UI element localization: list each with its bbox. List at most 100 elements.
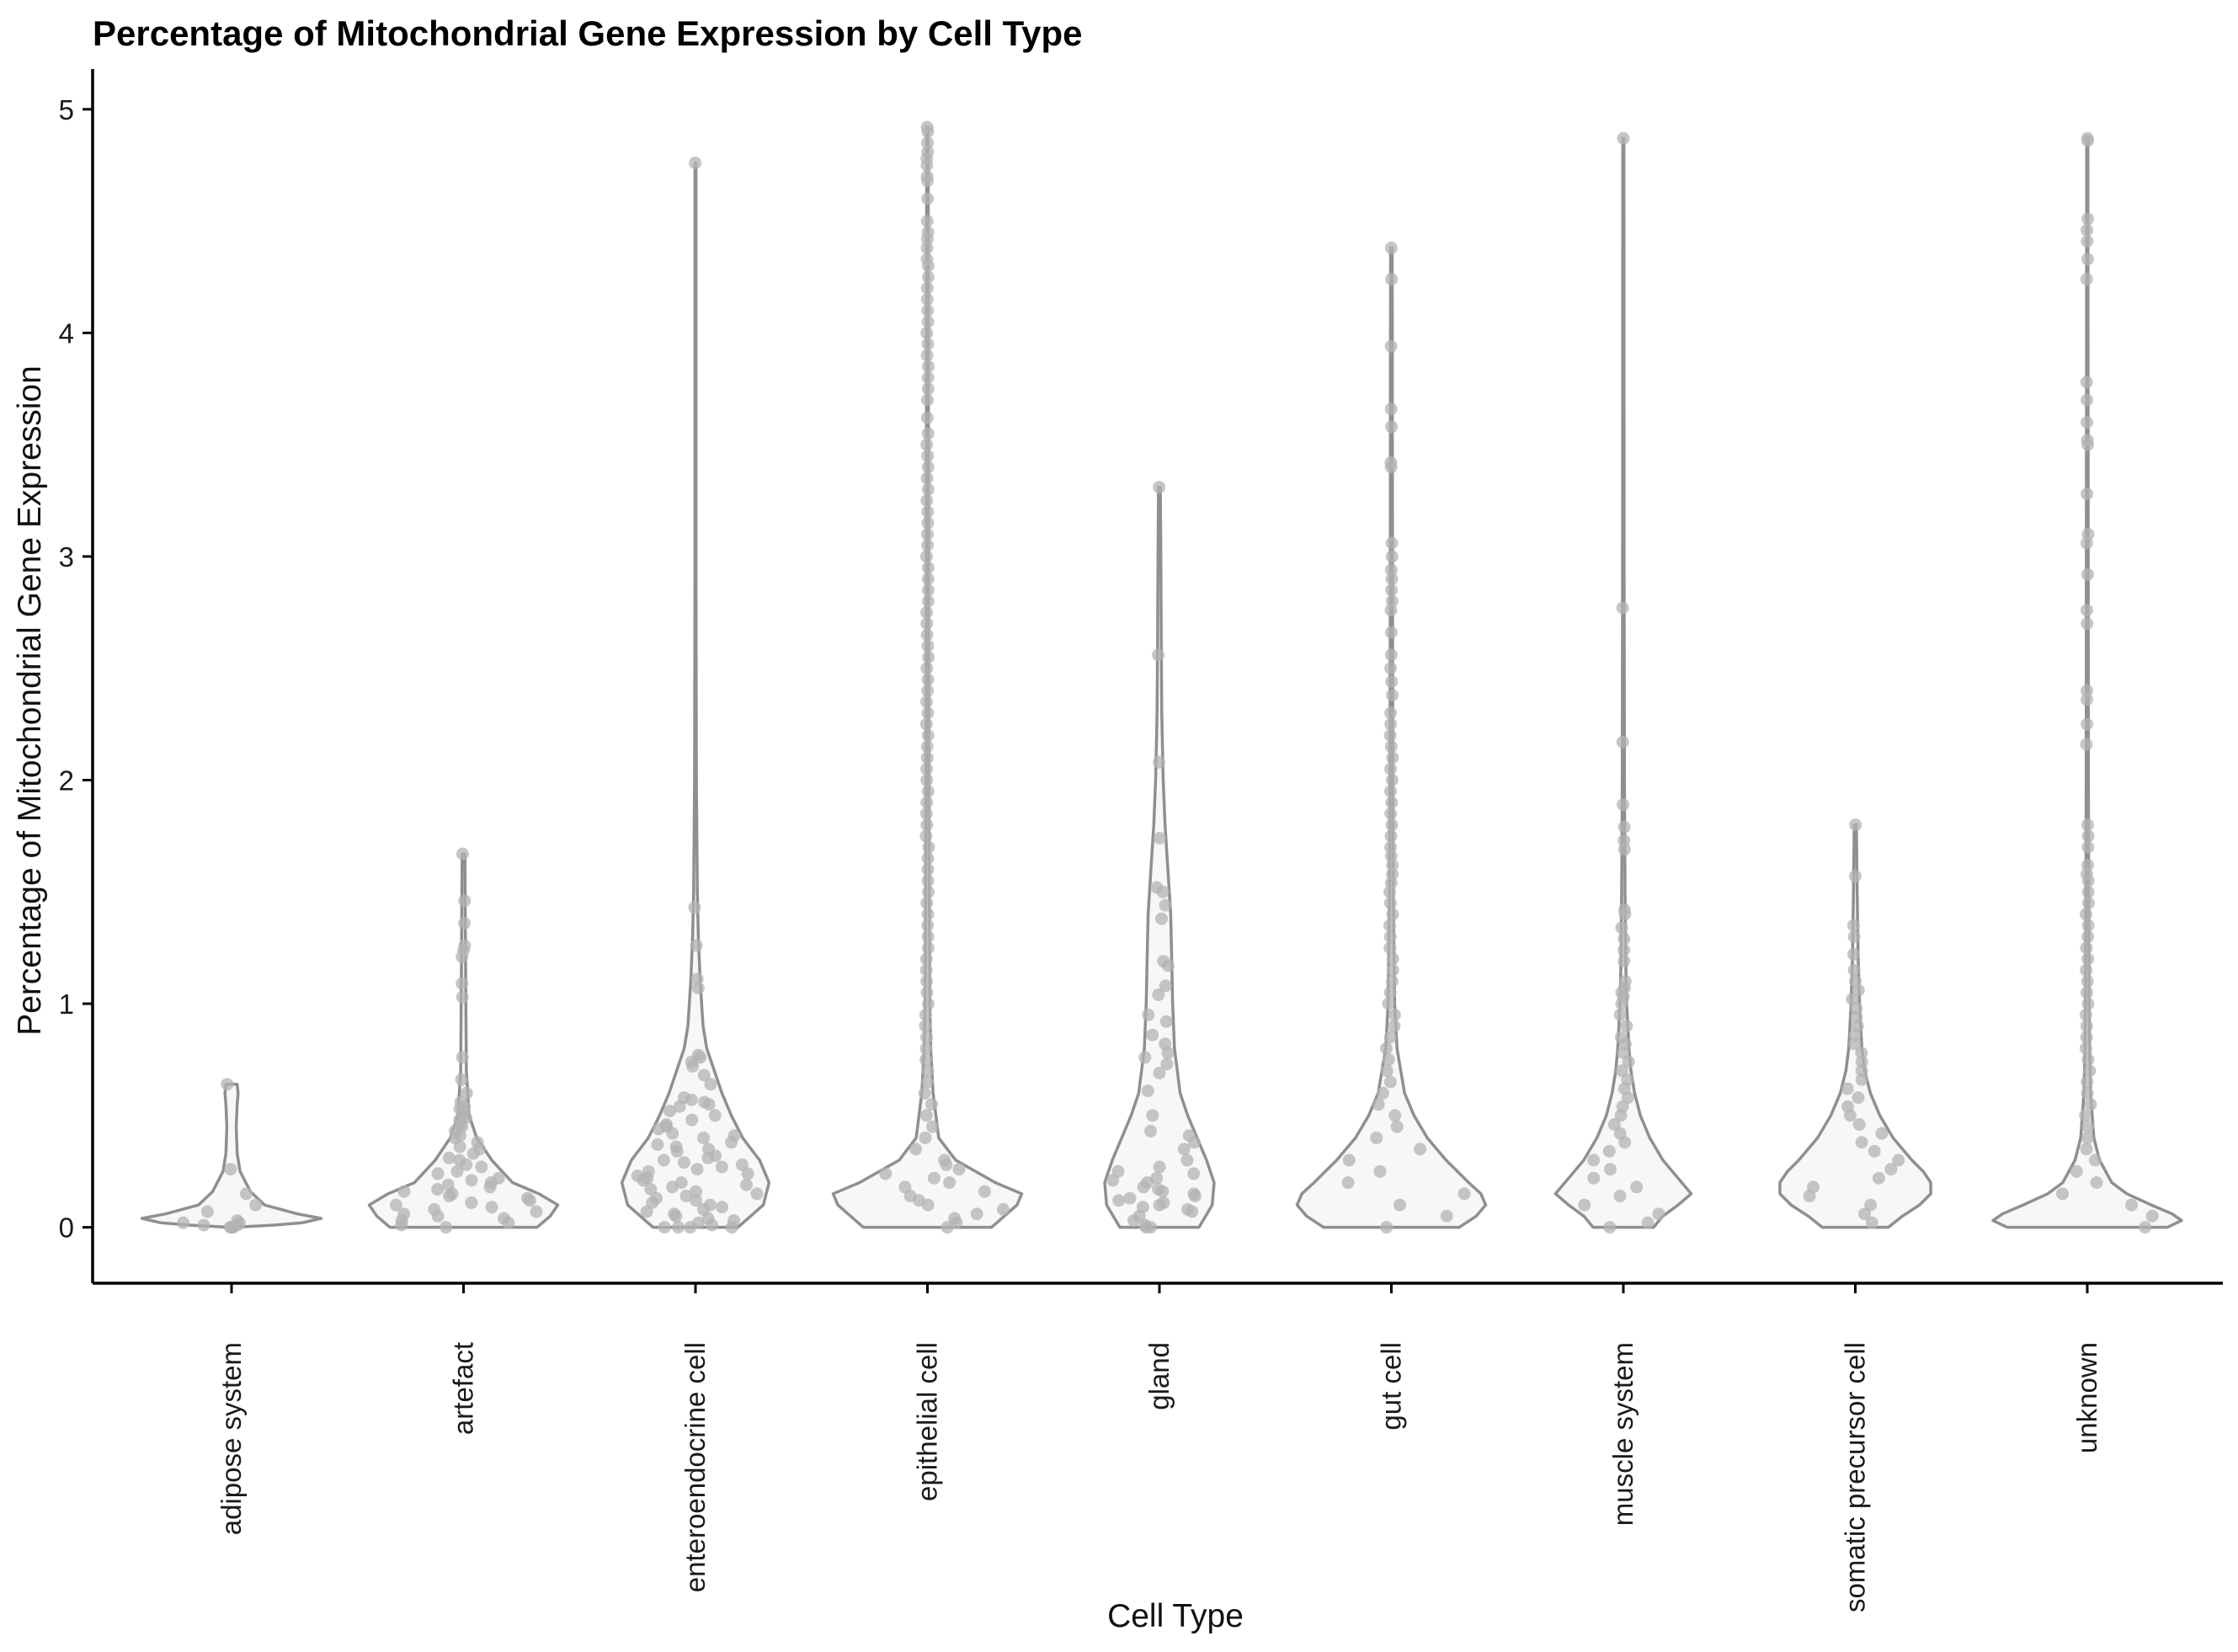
- violin-group: [1778, 818, 1932, 1229]
- data-point: [485, 1201, 498, 1214]
- data-point: [1141, 1084, 1154, 1098]
- data-point: [637, 1174, 650, 1187]
- data-point: [921, 461, 935, 474]
- data-point: [1848, 1037, 1862, 1051]
- data-point: [2081, 604, 2093, 617]
- data-point: [389, 1198, 402, 1212]
- data-point: [1156, 1185, 1170, 1198]
- data-point: [1383, 1075, 1397, 1089]
- data-point: [1153, 1066, 1166, 1079]
- data-point: [657, 1154, 670, 1167]
- data-point: [2081, 829, 2095, 843]
- data-point: [1617, 843, 1631, 856]
- data-point: [920, 740, 934, 754]
- chart-title: Percentage of Mitochondrial Gene Express…: [93, 13, 1083, 53]
- data-point: [920, 411, 934, 424]
- data-point: [2081, 986, 2093, 999]
- data-point: [2081, 975, 2094, 988]
- data-point: [926, 1120, 939, 1133]
- data-point: [2090, 1176, 2103, 1189]
- data-point: [1159, 1015, 1173, 1028]
- data-point: [177, 1216, 190, 1229]
- data-point: [2139, 1221, 2152, 1234]
- data-point: [1393, 1198, 1406, 1212]
- y-tick-label: 5: [59, 94, 74, 125]
- data-point: [1602, 1144, 1616, 1158]
- data-point: [1384, 662, 1398, 675]
- data-point: [1384, 563, 1398, 577]
- x-tick-label: somatic precursor cell: [1840, 1342, 1871, 1612]
- data-point: [920, 796, 934, 809]
- data-point: [456, 847, 469, 861]
- data-point: [475, 1160, 488, 1174]
- violin-group: [140, 1078, 323, 1234]
- violin-group: [1991, 131, 2183, 1234]
- data-point: [1123, 1191, 1137, 1205]
- y-tick-label: 3: [59, 541, 74, 573]
- data-point: [2145, 1209, 2159, 1223]
- violin-group: [831, 120, 1024, 1234]
- data-point: [2084, 1098, 2097, 1111]
- data-point: [225, 1221, 238, 1234]
- y-tick-label: 2: [59, 765, 74, 796]
- violin-shape: [140, 1082, 323, 1229]
- data-point: [952, 1163, 966, 1176]
- data-point: [673, 1100, 686, 1113]
- data-point: [704, 1078, 717, 1091]
- data-point: [2081, 874, 2095, 887]
- data-point: [921, 785, 935, 798]
- data-point: [666, 1180, 679, 1194]
- data-point: [919, 1109, 933, 1122]
- data-point: [2081, 568, 2094, 581]
- data-point: [921, 505, 935, 519]
- data-point: [1617, 820, 1631, 834]
- data-point: [940, 1221, 954, 1234]
- y-axis-title: Percentage of Mitochondrial Gene Express…: [12, 365, 48, 1036]
- data-point: [1384, 807, 1398, 820]
- data-point: [2081, 393, 2093, 407]
- data-point: [919, 963, 933, 977]
- data-point: [691, 982, 705, 994]
- data-point: [1155, 912, 1168, 925]
- data-point: [921, 594, 935, 608]
- data-point: [920, 986, 934, 999]
- data-point: [1864, 1198, 1878, 1212]
- data-point: [921, 125, 935, 138]
- data-point: [1160, 1058, 1174, 1071]
- data-point: [1622, 1055, 1635, 1068]
- data-point: [2081, 997, 2095, 1010]
- data-point: [2079, 1109, 2092, 1122]
- data-point: [1373, 1164, 1387, 1178]
- data-point: [690, 939, 703, 952]
- data-point: [920, 975, 934, 988]
- data-point: [1385, 573, 1399, 585]
- data-point: [442, 1151, 456, 1164]
- data-point: [690, 1185, 702, 1198]
- data-point: [921, 561, 935, 574]
- data-point: [920, 605, 933, 619]
- data-point: [1386, 689, 1399, 702]
- data-point: [1841, 1082, 1854, 1095]
- data-point: [1153, 1198, 1166, 1212]
- data-point: [1384, 604, 1398, 617]
- data-point: [2080, 1020, 2093, 1033]
- data-point: [1156, 885, 1170, 898]
- data-point: [1386, 858, 1399, 871]
- data-point: [1385, 774, 1399, 786]
- data-point: [1855, 1136, 1868, 1149]
- data-point: [197, 1218, 210, 1232]
- data-point: [1848, 870, 1862, 883]
- data-point: [666, 1127, 679, 1140]
- data-point: [918, 1086, 931, 1100]
- data-point: [1384, 461, 1398, 474]
- data-point: [530, 1205, 543, 1218]
- data-point: [2056, 1187, 2069, 1201]
- data-point: [697, 1131, 711, 1144]
- data-point: [2081, 885, 2095, 898]
- data-point: [921, 684, 935, 697]
- data-point: [920, 326, 934, 339]
- data-point: [920, 438, 934, 451]
- data-point: [1384, 762, 1398, 775]
- data-point: [1370, 1131, 1383, 1144]
